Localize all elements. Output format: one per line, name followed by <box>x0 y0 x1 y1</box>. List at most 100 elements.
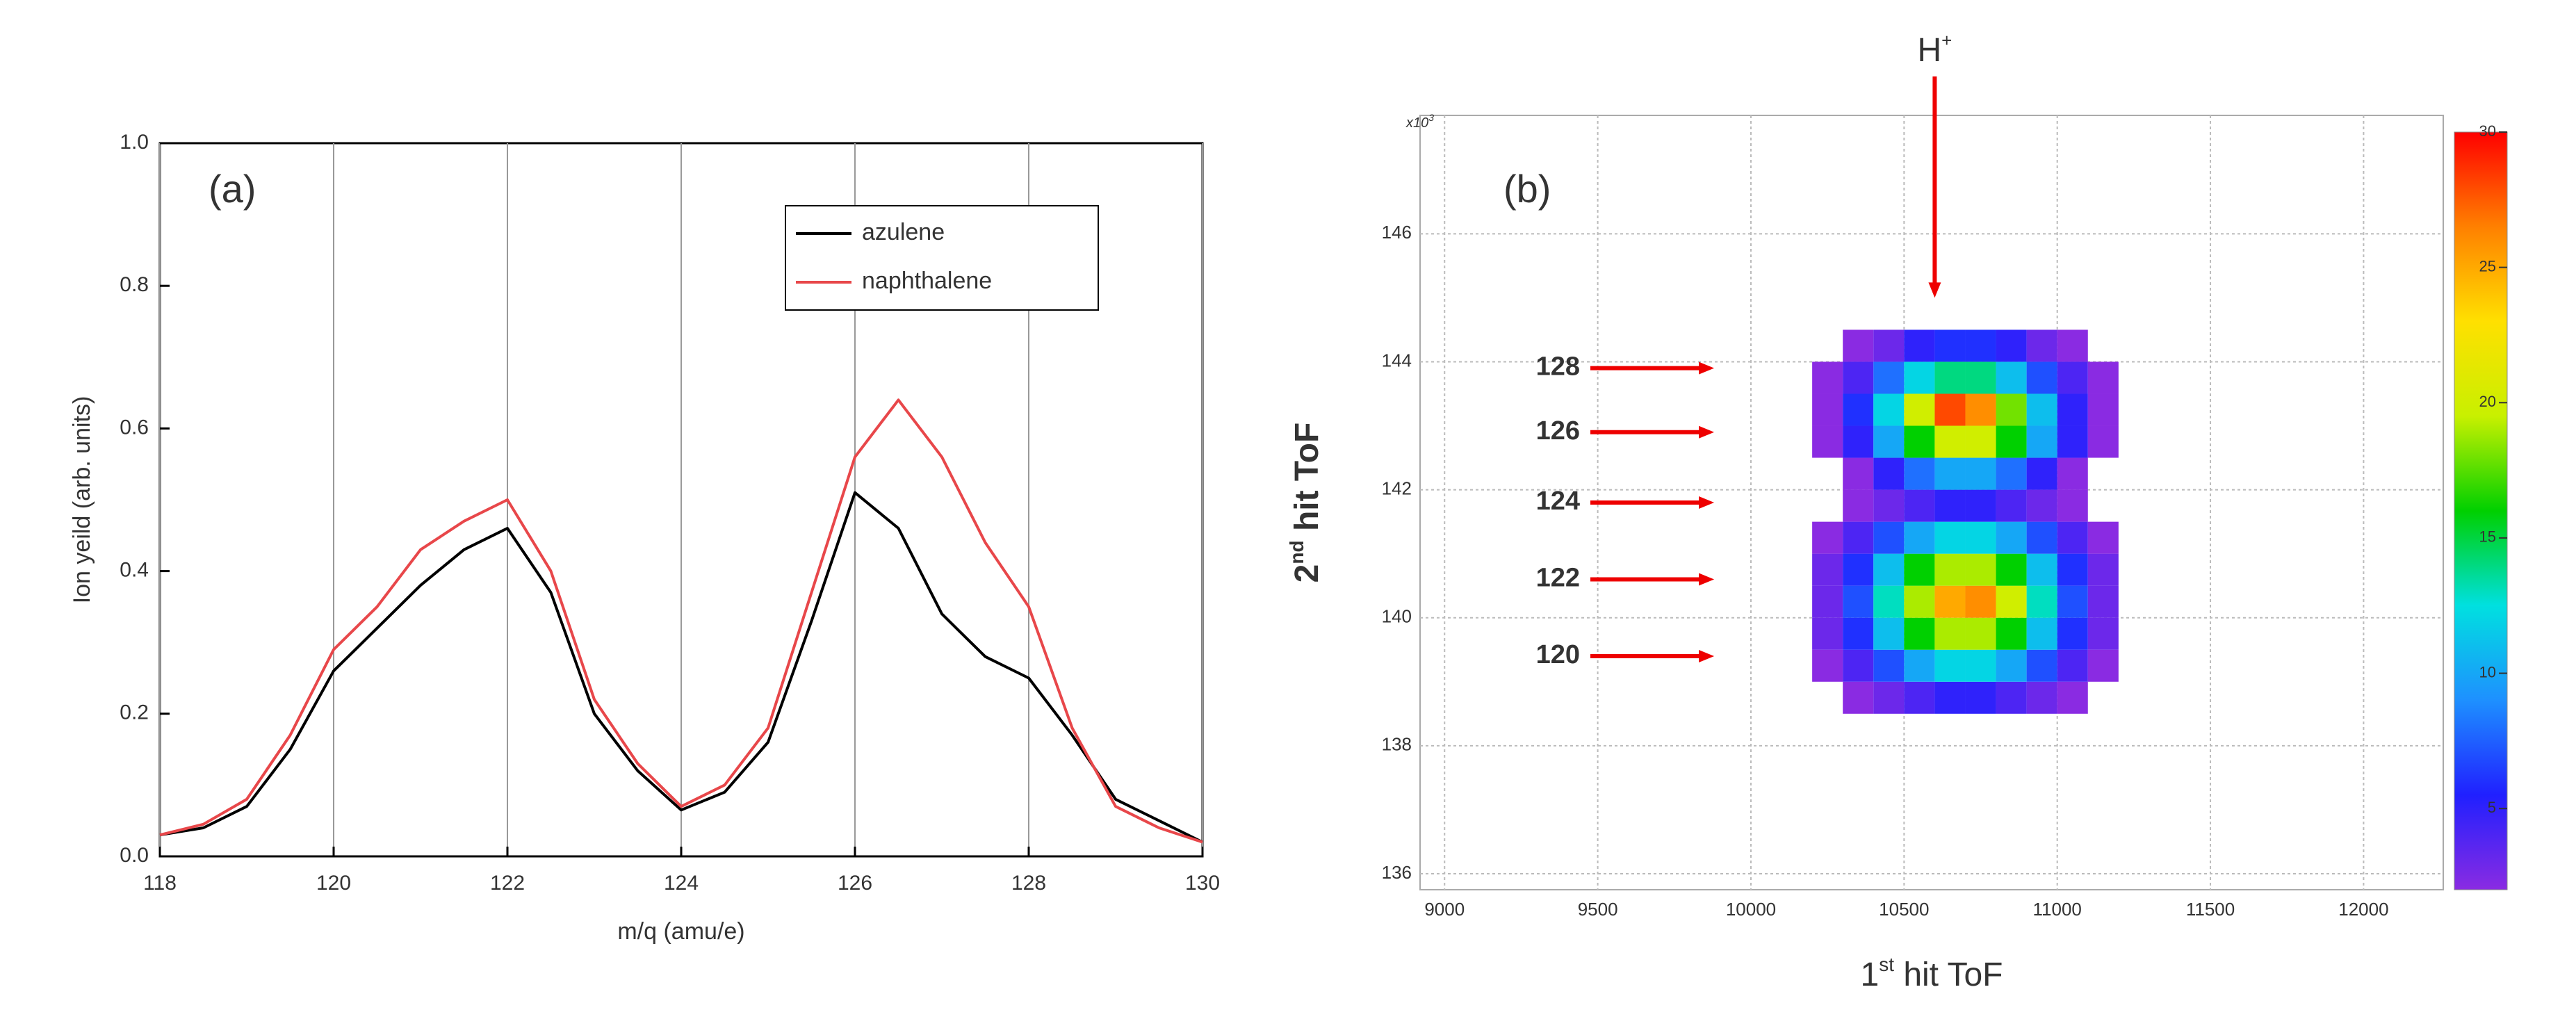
heat-cell <box>1812 425 1843 458</box>
heat-cell <box>1934 329 1966 362</box>
arrow-head <box>1928 282 1941 298</box>
heat-cell <box>1904 489 1935 522</box>
heat-cell <box>1934 585 1966 618</box>
heat-cell <box>2057 585 2088 618</box>
heat-cell <box>2026 649 2057 682</box>
y-tick-label: 1.0 <box>120 131 149 154</box>
heat-cell <box>1934 361 1966 394</box>
heat-cell <box>1843 329 1874 362</box>
heat-cell <box>2087 425 2119 458</box>
y-tick-label: 0.2 <box>120 701 149 724</box>
heat-cell <box>1873 329 1905 362</box>
annotation-label: 128 <box>1536 352 1580 382</box>
x-axis-label: m/q (amu/e) <box>617 918 744 945</box>
x-tick-label: 11000 <box>2033 899 2082 920</box>
heat-cell <box>1843 457 1874 490</box>
heat-cell <box>2087 585 2119 618</box>
y-tick-label: 0.8 <box>120 273 149 296</box>
heat-cell <box>2057 553 2088 586</box>
heat-cell <box>1934 617 1966 650</box>
heat-cell <box>2087 649 2119 682</box>
heat-cell <box>1934 457 1966 490</box>
heat-cell <box>1873 425 1905 458</box>
heat-cell <box>1843 681 1874 714</box>
x-tick-label: 120 <box>316 872 351 895</box>
y-multiplier: x103 <box>1405 112 1434 131</box>
heat-cell <box>1965 425 1996 458</box>
colorbar-tick-label: 10 <box>2479 663 2496 681</box>
heat-cell <box>1965 521 1996 554</box>
heat-cell <box>1934 521 1966 554</box>
heat-cell <box>2026 329 2057 362</box>
heat-cell <box>1904 393 1935 426</box>
heat-cell <box>1934 393 1966 426</box>
heat-cell <box>2057 521 2088 554</box>
heat-cell <box>1996 489 2027 522</box>
heat-cell <box>1965 553 1996 586</box>
annotation-label: 120 <box>1536 640 1580 669</box>
x-tick-label: 122 <box>490 872 525 895</box>
heat-cell <box>1965 649 1996 682</box>
heat-cell <box>1904 457 1935 490</box>
heat-cell <box>1873 649 1905 682</box>
top-marker-label: H+ <box>1917 30 1952 69</box>
colorbar-tick-label: 25 <box>2479 257 2496 275</box>
heat-cell <box>2026 361 2057 394</box>
heat-cell <box>2026 457 2057 490</box>
heat-cell <box>1996 617 2027 650</box>
heat-cell <box>2057 681 2088 714</box>
colorbar-tick-label: 30 <box>2479 122 2496 140</box>
heat-cell <box>1996 457 2027 490</box>
x-axis-label: 1st hit ToF <box>1861 954 2003 993</box>
heat-cell <box>2026 585 2057 618</box>
heat-cell <box>1873 393 1905 426</box>
y-axis-label-part: 2 <box>1289 564 1326 583</box>
heat-cell <box>1934 649 1966 682</box>
heat-cell <box>2026 681 2057 714</box>
heat-cell <box>1812 393 1843 426</box>
heat-cell <box>1904 617 1935 650</box>
heat-cell <box>1996 521 2027 554</box>
heat-cell <box>1965 457 1996 490</box>
heat-cell <box>1904 649 1935 682</box>
x-tick-label: 124 <box>664 872 699 895</box>
heat-cell <box>1812 649 1843 682</box>
heat-cell <box>2057 649 2088 682</box>
heat-cell <box>2057 425 2088 458</box>
heat-cell <box>1843 617 1874 650</box>
heat-cell <box>1965 329 1996 362</box>
arrow-head <box>1699 496 1715 509</box>
heat-cell <box>2026 393 2057 426</box>
heat-cell <box>1873 489 1905 522</box>
y-axis-label-part: hit ToF <box>1289 423 1326 541</box>
x-axis-label-part: st <box>1879 954 1894 975</box>
arrow-head <box>1699 649 1715 662</box>
heat-cell <box>1904 553 1935 586</box>
heat-cell <box>1934 553 1966 586</box>
x-axis-label-part: 1 <box>1861 956 1880 993</box>
x-tick-label: 128 <box>1011 872 1046 895</box>
y-tick-label: 144 <box>1382 350 1412 370</box>
x-tick-label: 11500 <box>2186 899 2235 920</box>
y-multiplier-part: x10 <box>1405 115 1428 131</box>
annotation-label: 126 <box>1536 416 1580 446</box>
heat-cell <box>2057 489 2088 522</box>
panel-label: (a) <box>209 167 256 211</box>
heat-cell <box>1934 425 1966 458</box>
x-tick-label: 126 <box>838 872 872 895</box>
heat-cell <box>1843 393 1874 426</box>
heat-cell <box>2057 361 2088 394</box>
x-tick-label: 130 <box>1185 872 1220 895</box>
colorbar-tick-label: 15 <box>2479 528 2496 546</box>
top-marker-label-part: + <box>1941 30 1952 51</box>
arrow-head <box>1699 361 1715 375</box>
heat-cell <box>1965 617 1996 650</box>
heat-cell <box>1843 585 1874 618</box>
heat-cell <box>2057 393 2088 426</box>
heat-cell <box>1843 425 1874 458</box>
x-tick-label: 12000 <box>2338 899 2388 920</box>
heat-cell <box>1934 681 1966 714</box>
heat-cell <box>1965 585 1996 618</box>
